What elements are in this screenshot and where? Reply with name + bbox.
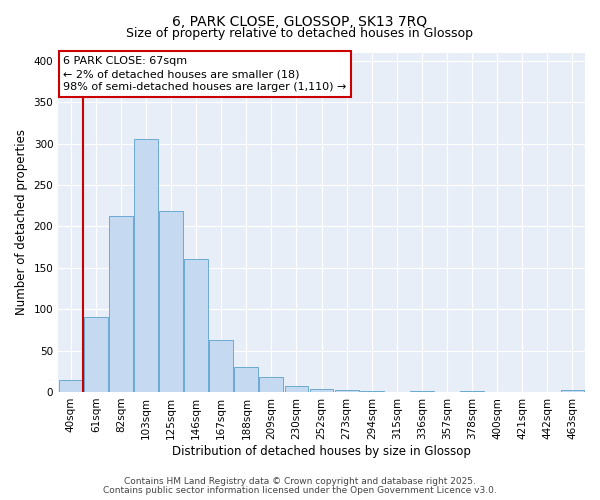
- Bar: [360, 391, 383, 392]
- Text: Contains HM Land Registry data © Crown copyright and database right 2025.: Contains HM Land Registry data © Crown c…: [124, 477, 476, 486]
- Y-axis label: Number of detached properties: Number of detached properties: [15, 129, 28, 315]
- Text: Contains public sector information licensed under the Open Government Licence v3: Contains public sector information licen…: [103, 486, 497, 495]
- Bar: [335, 390, 359, 392]
- Bar: [235, 367, 258, 392]
- Bar: [134, 140, 158, 392]
- Bar: [159, 212, 183, 392]
- Bar: [184, 260, 208, 392]
- Bar: [59, 380, 83, 392]
- Bar: [560, 390, 584, 392]
- Bar: [460, 391, 484, 392]
- Text: 6 PARK CLOSE: 67sqm
← 2% of detached houses are smaller (18)
98% of semi-detache: 6 PARK CLOSE: 67sqm ← 2% of detached hou…: [64, 56, 347, 92]
- Bar: [259, 377, 283, 392]
- X-axis label: Distribution of detached houses by size in Glossop: Distribution of detached houses by size …: [172, 444, 471, 458]
- Text: Size of property relative to detached houses in Glossop: Size of property relative to detached ho…: [127, 28, 473, 40]
- Bar: [109, 216, 133, 392]
- Text: 6, PARK CLOSE, GLOSSOP, SK13 7RQ: 6, PARK CLOSE, GLOSSOP, SK13 7RQ: [172, 15, 428, 29]
- Bar: [209, 340, 233, 392]
- Bar: [284, 386, 308, 392]
- Bar: [310, 388, 334, 392]
- Bar: [410, 391, 434, 392]
- Bar: [84, 318, 108, 392]
